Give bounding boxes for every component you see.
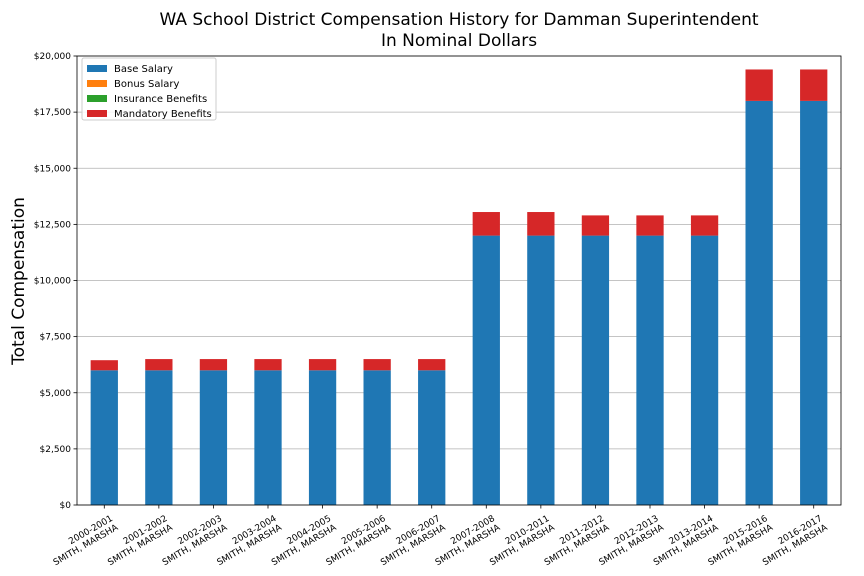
y-tick-label: $17,500 [34,108,71,118]
bar-segment-mandatory-benefits [363,359,391,371]
bar-segment-mandatory-benefits [581,215,610,236]
y-tick-label: $5,000 [40,389,72,399]
legend-swatch [87,95,107,102]
bar-segment-base-salary [199,370,228,505]
bar-segment-mandatory-benefits [145,359,173,371]
legend-label: Base Salary [114,64,173,75]
legend-swatch [87,110,107,117]
legend-swatch [87,80,107,87]
bar-segment-mandatory-benefits [418,359,446,371]
bar-segment-mandatory-benefits [472,212,500,236]
legend-swatch [87,65,107,72]
bar-segment-base-salary [418,370,446,505]
bar-segment-base-salary [308,370,337,505]
y-axis-label: Total Compensation [9,197,29,366]
y-tick-label: $12,500 [34,220,71,230]
bar-segment-base-salary [472,235,500,505]
legend: Base Salary Bonus Salary Insurance Benefit… [81,57,217,121]
bar-segment-base-salary [581,235,610,505]
y-tick-label: $2,500 [40,445,72,455]
bar-segment-base-salary [90,370,118,505]
bar-segment-mandatory-benefits [90,360,118,371]
bar-segment-base-salary [145,370,173,505]
bar-segment-base-salary [745,100,773,506]
legend-box [81,57,217,121]
y-tick-label: $10,000 [34,277,71,287]
bar-segment-mandatory-benefits [527,212,555,236]
bar-segment-mandatory-benefits [199,359,228,371]
bar-segment-base-salary [636,235,664,505]
bar-segment-mandatory-benefits [800,69,828,101]
y-tick-label: $0 [60,501,72,511]
y-tick-label: $7,500 [40,333,72,343]
bar-segment-mandatory-benefits [745,69,773,101]
bar-segment-base-salary [254,370,282,505]
bar-segment-mandatory-benefits [636,215,664,236]
legend-label: Insurance Benefits [114,94,207,105]
bar-segment-mandatory-benefits [690,215,719,236]
chart-subtitle: In Nominal Dollars [381,31,537,51]
bar-segment-base-salary [690,235,719,505]
bars [90,69,828,506]
legend-label: Bonus Salary [114,79,180,90]
legend-label: Mandatory Benefits [114,109,212,120]
y-tick-label: $15,000 [34,164,71,174]
bar-segment-base-salary [363,370,391,505]
bar-segment-mandatory-benefits [254,359,282,371]
y-tick-label: $20,000 [34,52,71,62]
chart-title: WA School District Compensation History … [159,10,758,30]
bar-segment-base-salary [800,100,828,506]
bar-segment-base-salary [527,235,555,505]
bar-segment-mandatory-benefits [308,359,337,371]
gridlines [77,55,841,506]
